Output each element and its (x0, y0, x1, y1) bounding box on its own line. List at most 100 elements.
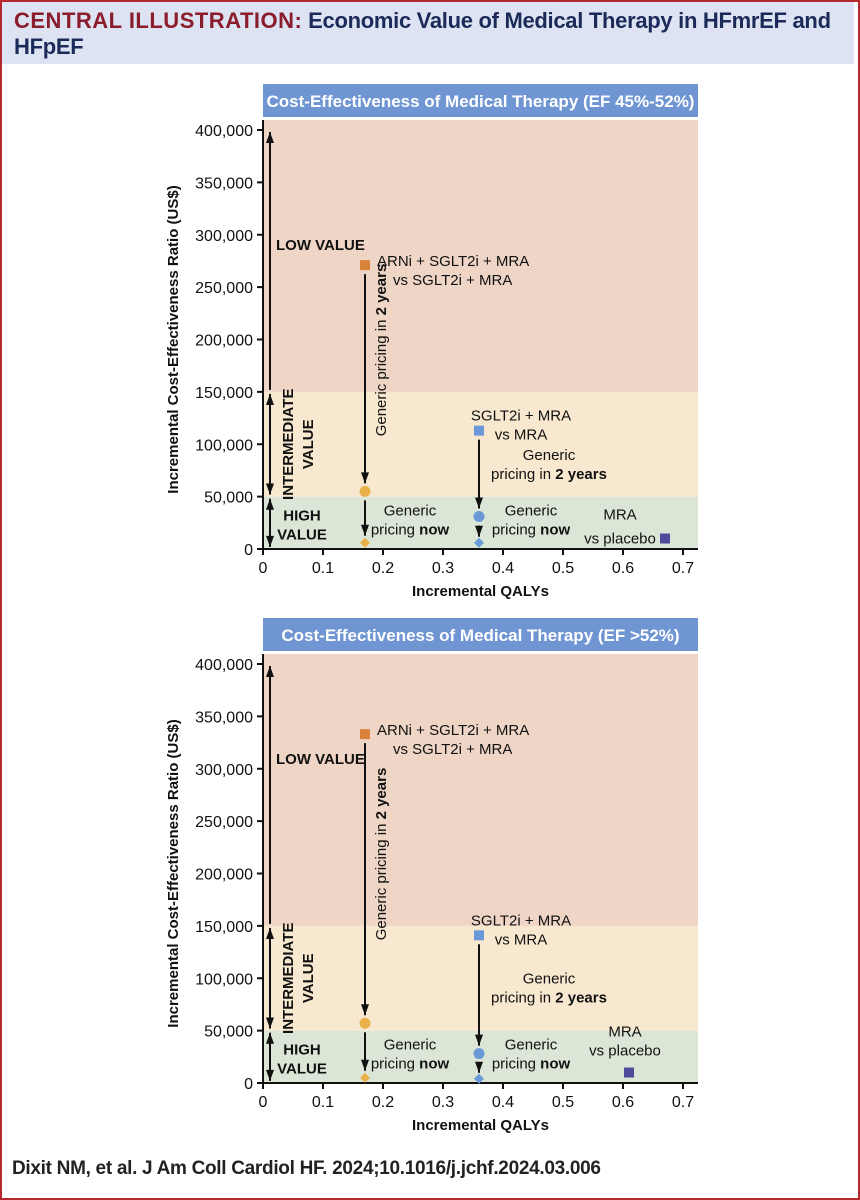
circle-marker-icon (473, 1048, 485, 1060)
diamond-marker-icon (360, 1072, 370, 1083)
diamond-marker-icon (474, 537, 484, 548)
panel-title: Cost-Effectiveness of Medical Therapy (E… (267, 92, 695, 111)
x-tick-label: 0.6 (612, 560, 634, 577)
generic-now-line2: pricing now (371, 521, 450, 538)
x-tick-label: 0.2 (372, 1094, 394, 1111)
intermediate-label: INTERMEDIATE (280, 923, 297, 1034)
zone-intermediate-value (263, 391, 698, 497)
y-axis-label: Incremental Cost-Effectiveness Ratio (US… (165, 185, 182, 493)
y-tick-label: 0 (244, 1076, 253, 1093)
arrowhead-icon (266, 393, 274, 405)
figure-title: CENTRAL ILLUSTRATION: Economic Value of … (14, 8, 834, 60)
mra-label-line1: MRA (608, 1024, 641, 1041)
arrowhead-icon (266, 666, 274, 677)
arrowhead-icon (361, 1004, 369, 1016)
square-marker-icon (360, 729, 370, 740)
sglt-generic-2yr-line2: pricing in 2 years (491, 466, 607, 483)
arni-label-line1: ARNi + SGLT2i + MRA (377, 253, 529, 270)
high-value-label: VALUE (277, 527, 327, 544)
x-tick-label: 0 (259, 560, 268, 577)
generic-pricing-2yr-vertical-label: Generic pricing in 2 years (373, 264, 390, 437)
mra-label-line2: vs placebo (589, 1043, 661, 1060)
arni-label-line1: ARNi + SGLT2i + MRA (377, 722, 529, 739)
central-illustration-tag: CENTRAL ILLUSTRATION: (14, 8, 303, 33)
chart-ef-45-52: Cost-Effectiveness of Medical Therapy (E… (165, 84, 698, 600)
square-marker-icon (624, 1067, 634, 1078)
x-tick-label: 0.1 (312, 1094, 334, 1111)
y-tick-label: 400,000 (195, 657, 253, 674)
diamond-marker-icon (474, 1073, 484, 1084)
x-tick-label: 0.3 (432, 560, 454, 577)
sglt-generic-2yr-line1: Generic (523, 447, 576, 464)
y-tick-label: 400,000 (195, 123, 253, 140)
panel-title: Cost-Effectiveness of Medical Therapy (E… (281, 626, 679, 645)
x-tick-label: 0.3 (432, 1094, 454, 1111)
y-tick-label: 250,000 (195, 280, 253, 297)
arrowhead-icon (266, 1069, 274, 1081)
figure-title-text: Economic Value of Medical Therapy in HFm… (14, 8, 831, 59)
sglt-generic-2yr-line2: pricing in 2 years (491, 989, 607, 1006)
x-axis-label: Incremental QALYs (412, 1117, 549, 1134)
generic-now-line1: Generic (505, 1036, 558, 1053)
x-tick-label: 0.7 (672, 560, 694, 577)
circle-marker-icon (359, 485, 371, 497)
x-tick-label: 0 (259, 1094, 268, 1111)
x-axis-label: Incremental QALYs (412, 583, 549, 600)
generic-now-line1: Generic (505, 502, 558, 519)
arrowhead-icon (266, 498, 274, 510)
y-tick-label: 100,000 (195, 971, 253, 988)
y-axis-label: Incremental Cost-Effectiveness Ratio (US… (165, 719, 182, 1027)
arni-label-line2: vs SGLT2i + MRA (393, 741, 512, 758)
generic-pricing-2yr-vertical-label: Generic pricing in 2 years (373, 768, 390, 941)
y-tick-label: 150,000 (195, 385, 253, 402)
intermediate-value-label: VALUE (300, 953, 317, 1003)
generic-now-line2: pricing now (492, 1055, 571, 1072)
arrowhead-icon (361, 472, 369, 484)
figure-header: CENTRAL ILLUSTRATION: Economic Value of … (2, 2, 854, 64)
arrowhead-icon (266, 535, 274, 547)
y-tick-label: 50,000 (204, 1024, 253, 1041)
generic-now-line2: pricing now (492, 521, 571, 538)
y-tick-label: 100,000 (195, 437, 253, 454)
y-tick-label: 300,000 (195, 228, 253, 245)
arni-label-line2: vs SGLT2i + MRA (393, 272, 512, 289)
square-marker-icon (660, 533, 670, 544)
x-tick-label: 0.1 (312, 560, 334, 577)
y-tick-label: 0 (244, 542, 253, 559)
x-tick-label: 0.4 (492, 1094, 514, 1111)
arrowhead-icon (361, 524, 369, 536)
x-tick-label: 0.5 (552, 1094, 574, 1111)
high-label: HIGH (283, 508, 321, 525)
mra-label-line1: MRA (603, 507, 636, 524)
x-tick-label: 0.4 (492, 560, 514, 577)
sglt-label-line2: vs MRA (495, 427, 548, 444)
sglt-label-line2: vs MRA (495, 931, 548, 948)
square-marker-icon (474, 930, 484, 941)
x-tick-label: 0.6 (612, 1094, 634, 1111)
citation: Dixit NM, et al. J Am Coll Cardiol HF. 2… (12, 1158, 601, 1179)
arrowhead-icon (266, 132, 274, 143)
intermediate-label: INTERMEDIATE (280, 389, 297, 500)
chart-ef-gt-52: Cost-Effectiveness of Medical Therapy (E… (165, 618, 698, 1134)
intermediate-value-label: VALUE (300, 419, 317, 469)
arrowhead-icon (475, 1034, 483, 1046)
sglt-label-line1: SGLT2i + MRA (471, 408, 571, 425)
low-value-label: LOW VALUE (276, 237, 365, 254)
arrowhead-icon (266, 1017, 274, 1029)
arrowhead-icon (266, 927, 274, 939)
y-tick-label: 350,000 (195, 175, 253, 192)
circle-marker-icon (359, 1017, 371, 1029)
y-tick-label: 50,000 (204, 490, 253, 507)
square-marker-icon (474, 425, 484, 436)
high-label: HIGH (283, 1042, 321, 1059)
mra-label-line2: vs placebo (584, 531, 656, 548)
zone-low-value (263, 120, 698, 392)
diamond-marker-icon (360, 537, 370, 548)
y-tick-label: 300,000 (195, 762, 253, 779)
circle-marker-icon (473, 511, 485, 523)
y-tick-label: 350,000 (195, 709, 253, 726)
panel-title-bar (263, 84, 698, 117)
low-value-label: LOW VALUE (276, 751, 365, 768)
arrowhead-icon (266, 483, 274, 495)
generic-now-line1: Generic (384, 1036, 437, 1053)
